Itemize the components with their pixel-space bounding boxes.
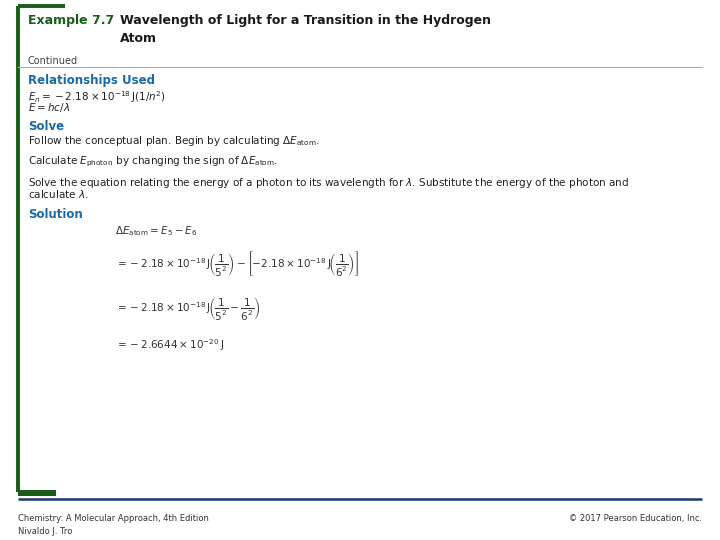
Text: © 2017 Pearson Education, Inc.: © 2017 Pearson Education, Inc. [569, 514, 702, 523]
Text: Relationships Used: Relationships Used [28, 74, 155, 87]
Text: $\Delta E_{\mathrm{atom}} = E_5 - E_6$: $\Delta E_{\mathrm{atom}} = E_5 - E_6$ [115, 224, 197, 238]
Text: Wavelength of Light for a Transition in the Hydrogen
Atom: Wavelength of Light for a Transition in … [120, 14, 491, 45]
Text: Example 7.7: Example 7.7 [28, 14, 114, 27]
Text: calculate $\lambda$.: calculate $\lambda$. [28, 188, 89, 200]
Text: Follow the conceptual plan. Begin by calculating $\Delta E_{\mathrm{atom}}$.: Follow the conceptual plan. Begin by cal… [28, 134, 320, 148]
Text: Solve the equation relating the energy of a photon to its wavelength for $\lambd: Solve the equation relating the energy o… [28, 176, 629, 190]
Text: Solve: Solve [28, 120, 64, 133]
Bar [18, 490, 56, 496]
Text: $E_n = -2.18 \times 10^{-18}\,\mathrm{J}(1/n^2)$: $E_n = -2.18 \times 10^{-18}\,\mathrm{J}… [28, 89, 166, 105]
Text: Solution: Solution [28, 208, 83, 221]
Text: $= -2.6644 \times 10^{-20}\,\mathrm{J}$: $= -2.6644 \times 10^{-20}\,\mathrm{J}$ [115, 337, 224, 353]
Text: Continued: Continued [28, 56, 78, 66]
Text: Chemistry: A Molecular Approach, 4th Edition
Nivaldo J. Tro: Chemistry: A Molecular Approach, 4th Edi… [18, 514, 209, 536]
Text: Calculate $E_{\mathrm{photon}}$ by changing the sign of $\Delta E_{\mathrm{atom}: Calculate $E_{\mathrm{photon}}$ by chang… [28, 155, 278, 170]
Text: $= -2.18 \times 10^{-18}\,\mathrm{J}\!\left(\dfrac{1}{5^2} - \dfrac{1}{6^2}\righ: $= -2.18 \times 10^{-18}\,\mathrm{J}\!\l… [115, 295, 261, 322]
Text: $E = hc/\lambda$: $E = hc/\lambda$ [28, 101, 70, 114]
Text: $= -2.18 \times 10^{-18}\,\mathrm{J}\!\left(\dfrac{1}{5^2}\right) - \left[-2.18 : $= -2.18 \times 10^{-18}\,\mathrm{J}\!\l… [115, 249, 359, 278]
